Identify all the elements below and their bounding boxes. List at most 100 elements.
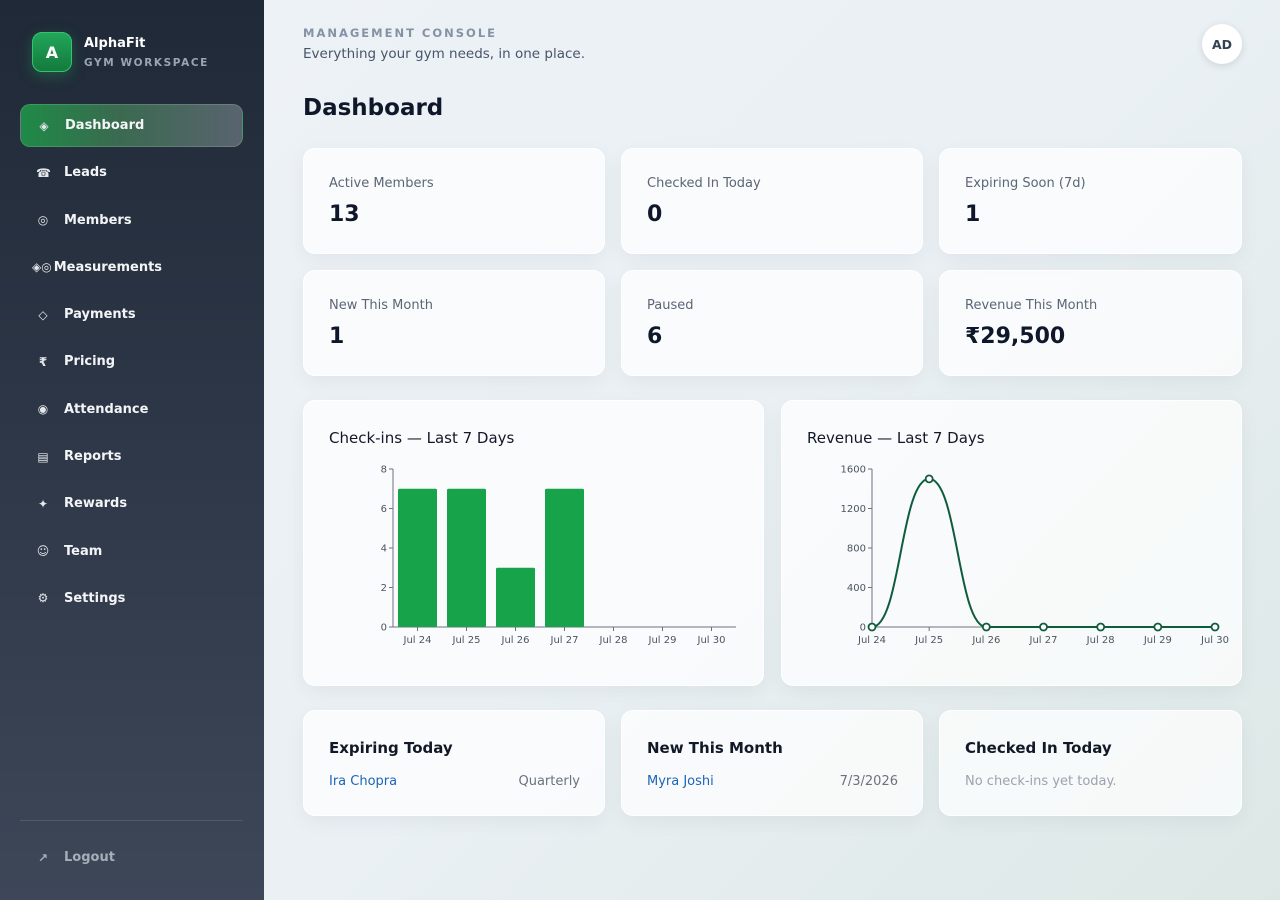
- sidebar-item-label: Measurements: [53, 259, 163, 275]
- stat-card-expiring-soon: Expiring Soon (7d) 1: [939, 148, 1242, 254]
- stat-card-paused: Paused 6: [621, 270, 923, 376]
- sidebar-item-label: Settings: [64, 590, 126, 606]
- stat-label: Expiring Soon (7d): [965, 176, 1086, 191]
- sidebar-item-label: Rewards: [64, 496, 128, 512]
- x-tick-label: Jul 29: [648, 635, 677, 646]
- x-tick-label: Jul 30: [697, 635, 726, 646]
- stat-value: ₹29,500: [965, 324, 1066, 349]
- stat-value: 6: [647, 324, 663, 349]
- header-tagline: Everything your gym needs, in one place.: [303, 46, 586, 62]
- rupee-icon: ₹: [38, 354, 48, 369]
- y-tick-label: 6: [381, 504, 387, 515]
- sidebar-item-leads[interactable]: ☎ Leads: [20, 151, 243, 194]
- stat-card-checked-in-today: Checked In Today 0: [621, 148, 923, 254]
- avatar[interactable]: AD: [1202, 24, 1242, 64]
- x-tick-label: Jul 24: [403, 635, 432, 646]
- brand-name: AlphaFit: [84, 35, 146, 51]
- member-link[interactable]: Myra Joshi: [647, 774, 714, 789]
- data-point: [981, 622, 991, 632]
- brand-logo: A: [32, 32, 72, 72]
- sidebar-divider: [20, 820, 243, 821]
- data-point: [924, 474, 934, 484]
- x-tick-label: Jul 24: [857, 635, 886, 646]
- checkins-bar-chart: 0 2 4 6 8 Jul 24 Jul 25 Jul 26 Jul 27 Jul 28 Jul 2…: [381, 465, 736, 646]
- x-tick-label: Jul 28: [599, 635, 628, 646]
- list-title: New This Month: [647, 739, 783, 757]
- phone-icon: ☎: [36, 165, 51, 180]
- sidebar-item-dashboard[interactable]: ◈ Dashboard: [20, 104, 243, 147]
- stat-card-new-this-month: New This Month 1: [303, 270, 605, 376]
- data-point: [1153, 622, 1163, 632]
- bar: [447, 488, 486, 627]
- ring-icon: ◎: [37, 213, 49, 228]
- member-link[interactable]: Ira Chopra: [329, 774, 398, 789]
- x-tick-label: Jul 25: [914, 635, 943, 646]
- new-this-month-card: New This Month Myra Joshi 7/3/2026: [621, 710, 923, 816]
- sidebar-item-label: Attendance: [64, 401, 149, 417]
- x-tick-label: Jul 29: [1143, 635, 1172, 646]
- list-title: Checked In Today: [965, 739, 1112, 757]
- logout-button[interactable]: ↗ Logout: [36, 850, 115, 865]
- empty-state-text: No check-ins yet today.: [965, 774, 1117, 789]
- checkins-chart-card: Check-ins — Last 7 Days 0 2 4 6 8 Jul 24 Jul 2…: [303, 400, 764, 686]
- x-tick-label: Jul 26: [501, 635, 530, 646]
- x-tick-label: Jul 28: [1086, 635, 1115, 646]
- stat-value: 0: [647, 202, 663, 227]
- diamond-icon: ◈: [39, 118, 49, 133]
- sidebar-nav: ◈ Dashboard ☎ Leads ◎ Members ◈◎ Measure…: [20, 104, 243, 624]
- target-icon: ◉: [37, 402, 49, 417]
- y-tick-label: 2: [381, 583, 387, 594]
- x-tick-label: Jul 30: [1200, 635, 1229, 646]
- data-point: [1210, 622, 1220, 632]
- y-tick-label: 0: [860, 623, 866, 634]
- y-tick-label: 0: [381, 623, 387, 634]
- stat-label: Paused: [647, 298, 694, 313]
- sidebar-item-settings[interactable]: ⚙ Settings: [20, 577, 243, 620]
- stat-card-revenue-this-month: Revenue This Month ₹29,500: [939, 270, 1242, 376]
- stat-value: 1: [329, 324, 345, 349]
- stat-card-active-members: Active Members 13: [303, 148, 605, 254]
- stat-value: 13: [329, 202, 360, 227]
- sidebar: A AlphaFit GYM WORKSPACE ◈ Dashboard ☎ L…: [0, 0, 264, 900]
- sidebar-item-team[interactable]: ☺ Team: [20, 530, 243, 573]
- sidebar-item-label: Members: [64, 212, 132, 228]
- join-date: 7/3/2026: [839, 774, 898, 789]
- y-tick-label: 400: [847, 583, 866, 594]
- sidebar-item-attendance[interactable]: ◉ Attendance: [20, 388, 243, 431]
- brand[interactable]: A AlphaFit GYM WORKSPACE: [32, 32, 209, 72]
- chart-title: Check-ins — Last 7 Days: [329, 429, 515, 447]
- sidebar-item-label: Reports: [64, 449, 122, 465]
- sidebar-item-pricing[interactable]: ₹ Pricing: [20, 340, 243, 383]
- y-tick-label: 800: [847, 544, 866, 555]
- x-tick-label: Jul 27: [550, 635, 579, 646]
- stat-label: Active Members: [329, 176, 434, 191]
- arrow-out-icon: ↗: [37, 850, 49, 865]
- revenue-line: [871, 477, 1215, 628]
- data-point: [1096, 622, 1106, 632]
- logout-label: Logout: [64, 850, 115, 865]
- plan-label: Quarterly: [518, 774, 580, 789]
- sidebar-item-label: Leads: [64, 165, 107, 181]
- stat-label: Checked In Today: [647, 176, 761, 191]
- y-tick-label: 8: [381, 465, 387, 476]
- sidebar-item-rewards[interactable]: ✦ Rewards: [20, 482, 243, 525]
- checked-in-today-card: Checked In Today No check-ins yet today.: [939, 710, 1242, 816]
- sidebar-item-label: Payments: [64, 307, 136, 323]
- x-tick-label: Jul 26: [971, 635, 1000, 646]
- sidebar-item-label: Pricing: [64, 354, 116, 370]
- expiring-today-card: Expiring Today Ira Chopra Quarterly: [303, 710, 605, 816]
- sidebar-item-members[interactable]: ◎ Members: [20, 199, 243, 242]
- list-title: Expiring Today: [329, 739, 453, 757]
- brand-subtitle: GYM WORKSPACE: [84, 56, 209, 69]
- bar: [545, 488, 584, 627]
- chart-title: Revenue — Last 7 Days: [807, 429, 985, 447]
- sidebar-item-reports[interactable]: ▤ Reports: [20, 435, 243, 478]
- stat-label: Revenue This Month: [965, 298, 1098, 313]
- stat-label: New This Month: [329, 298, 433, 313]
- data-point: [1039, 622, 1048, 632]
- x-tick-label: Jul 25: [452, 635, 481, 646]
- data-point: [867, 622, 877, 632]
- sidebar-item-payments[interactable]: ◇ Payments: [20, 293, 243, 336]
- sidebar-item-measurements[interactable]: ◈◎ Measurements: [20, 246, 243, 289]
- star-icon: ✦: [37, 496, 49, 511]
